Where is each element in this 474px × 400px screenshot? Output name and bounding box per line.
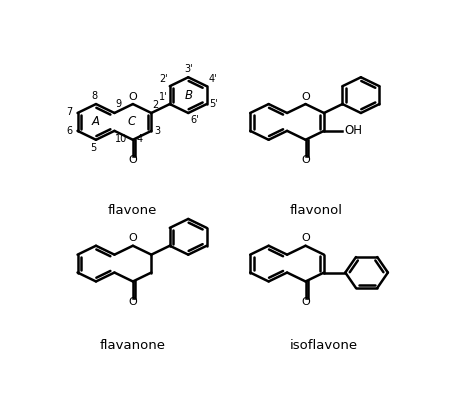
Text: 5': 5' [210,99,219,109]
Text: flavone: flavone [108,204,157,216]
Text: O: O [128,233,137,243]
Text: OH: OH [344,124,362,137]
Text: flavanone: flavanone [100,339,166,352]
Text: 2: 2 [153,100,159,110]
Text: 9: 9 [115,99,121,109]
Text: O: O [128,296,137,306]
Text: 6: 6 [67,126,73,136]
Text: O: O [301,155,310,165]
Text: O: O [301,296,310,306]
Text: O: O [301,92,310,102]
Text: O: O [128,155,137,165]
Text: A: A [92,116,100,128]
Text: 6': 6' [190,116,199,126]
Text: 3': 3' [184,64,192,74]
Text: 5: 5 [90,143,96,153]
Text: 8: 8 [91,91,97,101]
Text: C: C [128,116,136,128]
Text: O: O [301,233,310,243]
Text: B: B [184,89,192,102]
Text: O: O [128,92,137,102]
Text: flavonol: flavonol [290,204,343,216]
Text: 3: 3 [154,126,160,136]
Text: isoflavone: isoflavone [290,339,358,352]
Text: 1': 1' [159,92,168,102]
Text: 4: 4 [137,134,143,144]
Text: 10: 10 [115,134,128,144]
Text: 2': 2' [159,74,168,84]
Text: 4': 4' [209,74,217,84]
Text: 7: 7 [66,107,73,117]
